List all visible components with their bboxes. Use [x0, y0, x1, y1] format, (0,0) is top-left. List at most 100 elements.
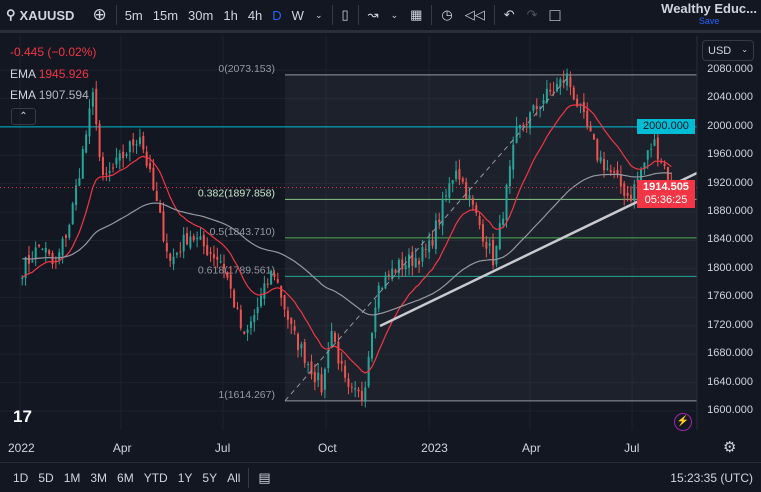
candle-body [391, 268, 394, 279]
compare-plus-icon[interactable]: ⊕ [92, 5, 107, 24]
candle-body [350, 386, 353, 388]
candle-body [85, 134, 88, 153]
range-ytd[interactable]: YTD [143, 470, 168, 485]
interval-1h[interactable]: 1h [223, 7, 238, 23]
candle-body [105, 173, 108, 175]
settings-icon[interactable]: ⚙ [723, 439, 737, 456]
range-5d[interactable]: 5D [38, 470, 54, 485]
candle-body [212, 254, 215, 259]
candle-body [360, 390, 363, 401]
candle-body [596, 139, 599, 161]
fib-trend-line [284, 74, 571, 402]
candle-body [24, 257, 27, 278]
goto-date-icon[interactable]: ▤ [258, 469, 271, 485]
y-tick-label: 1920.000 [707, 176, 753, 189]
candle-body [592, 134, 595, 140]
range-6m[interactable]: 6M [117, 470, 134, 485]
candle-body [603, 158, 606, 171]
range-5y[interactable]: 5Y [202, 470, 218, 485]
candle-body [196, 237, 199, 240]
ema-slow-value: 1907.594 [38, 88, 89, 102]
layouts-icon[interactable]: ▦ [410, 7, 423, 22]
fib-level-label: 0(2073.153) [218, 63, 275, 75]
candle-body [485, 242, 488, 249]
x-tick-label: Apr [522, 441, 541, 455]
candle-body [149, 163, 152, 170]
candle-body [643, 162, 646, 170]
candle-body [451, 180, 454, 184]
divider [431, 5, 433, 25]
candle-body [280, 285, 283, 298]
collapse-legend-button[interactable]: ⌃ [11, 108, 36, 125]
clock[interactable]: 15:23:35 (UTC) [670, 470, 753, 485]
candle-body [606, 168, 609, 170]
candle-body [48, 250, 51, 255]
candles-icon[interactable]: ▯ [341, 7, 349, 22]
bottom-toolbar: 1D 5D 1M 3M 6M YTD 1Y 5Y All ▤ 15:23:35 (UTC) [0, 462, 761, 492]
candle-body [640, 169, 643, 183]
y-tick-label: 2000.000 [707, 119, 753, 132]
candle-body [471, 198, 474, 205]
y-tick-label: 1800.000 [707, 261, 753, 274]
candle-body [189, 236, 192, 248]
candle-body [518, 124, 521, 129]
interval-30m[interactable]: 30m [188, 7, 214, 23]
interval-W[interactable]: W [291, 7, 304, 23]
candle-body [478, 216, 481, 226]
time-axis[interactable]: ⚙ 2022 Apr Jul Oct 2023 Apr Jul [0, 430, 761, 462]
chart-area[interactable]: 0(2073.153) 0.382(1897.858) 0.5(1843.710) 0… [0, 36, 761, 431]
candle-body [552, 91, 555, 93]
undo-icon[interactable]: ↶ [503, 7, 515, 22]
replay-icon[interactable]: ◁◁ [464, 7, 485, 22]
candle-body [128, 141, 131, 153]
candle-body [320, 374, 323, 393]
currency-selector[interactable]: USD ⌄ [702, 40, 754, 61]
range-1m[interactable]: 1M [63, 470, 81, 485]
alert-icon[interactable]: ◷ [441, 7, 453, 22]
candle-body [273, 273, 276, 277]
candle-body [656, 137, 659, 160]
last-price-tag: 1914.505 05:36:25 [637, 179, 695, 208]
x-tick-label: Jul [214, 441, 231, 455]
range-all[interactable]: All [227, 470, 241, 485]
ema-slow-label: EMA [10, 88, 36, 102]
candle-body [223, 263, 226, 269]
candle-body [401, 259, 404, 270]
candle-body [283, 295, 286, 310]
candle-body [169, 253, 172, 261]
candle-body [488, 243, 491, 246]
candle-body [646, 150, 649, 160]
range-1d[interactable]: 1D [13, 470, 29, 485]
candle-body [249, 321, 252, 328]
candle-body [589, 125, 592, 132]
candle-body [101, 157, 104, 175]
candle-body [394, 269, 397, 273]
lightning-icon[interactable]: ⚡ [674, 413, 692, 431]
redo-icon[interactable]: ↷ [526, 7, 538, 22]
ema-fast-value: 1945.926 [38, 67, 89, 81]
candle-body [290, 317, 293, 325]
symbol-search[interactable]: ⚲ XAUUSD [0, 7, 80, 23]
save-button[interactable]: Save [698, 16, 720, 26]
candle-body [186, 233, 189, 245]
candle-body [465, 182, 468, 199]
interval-15m[interactable]: 15m [152, 7, 179, 23]
candle-body [179, 251, 182, 253]
range-3m[interactable]: 3M [90, 470, 108, 485]
indicators-icon[interactable]: ↝ [367, 7, 379, 22]
candle-body [34, 247, 37, 259]
fullscreen-icon[interactable]: □ [549, 4, 561, 25]
interval-4h[interactable]: 4h [247, 7, 263, 23]
range-1y[interactable]: 1Y [177, 470, 193, 485]
candle-body [542, 100, 545, 104]
chevron-down-icon[interactable]: ⌄ [390, 9, 399, 20]
candle-body [438, 219, 441, 223]
interval-5m[interactable]: 5m [124, 7, 143, 23]
interval-D[interactable]: D [272, 7, 282, 23]
chevron-down-icon[interactable]: ⌄ [314, 9, 323, 20]
layout-name[interactable]: Wealthy Educ... Save [661, 2, 761, 27]
candle-body [239, 309, 242, 329]
range-list: 1D 5D 1M 3M 6M YTD 1Y 5Y All [0, 471, 245, 485]
price-chart[interactable]: 0(2073.153) 0.382(1897.858) 0.5(1843.710) 0… [0, 36, 761, 430]
candle-body [448, 183, 451, 198]
